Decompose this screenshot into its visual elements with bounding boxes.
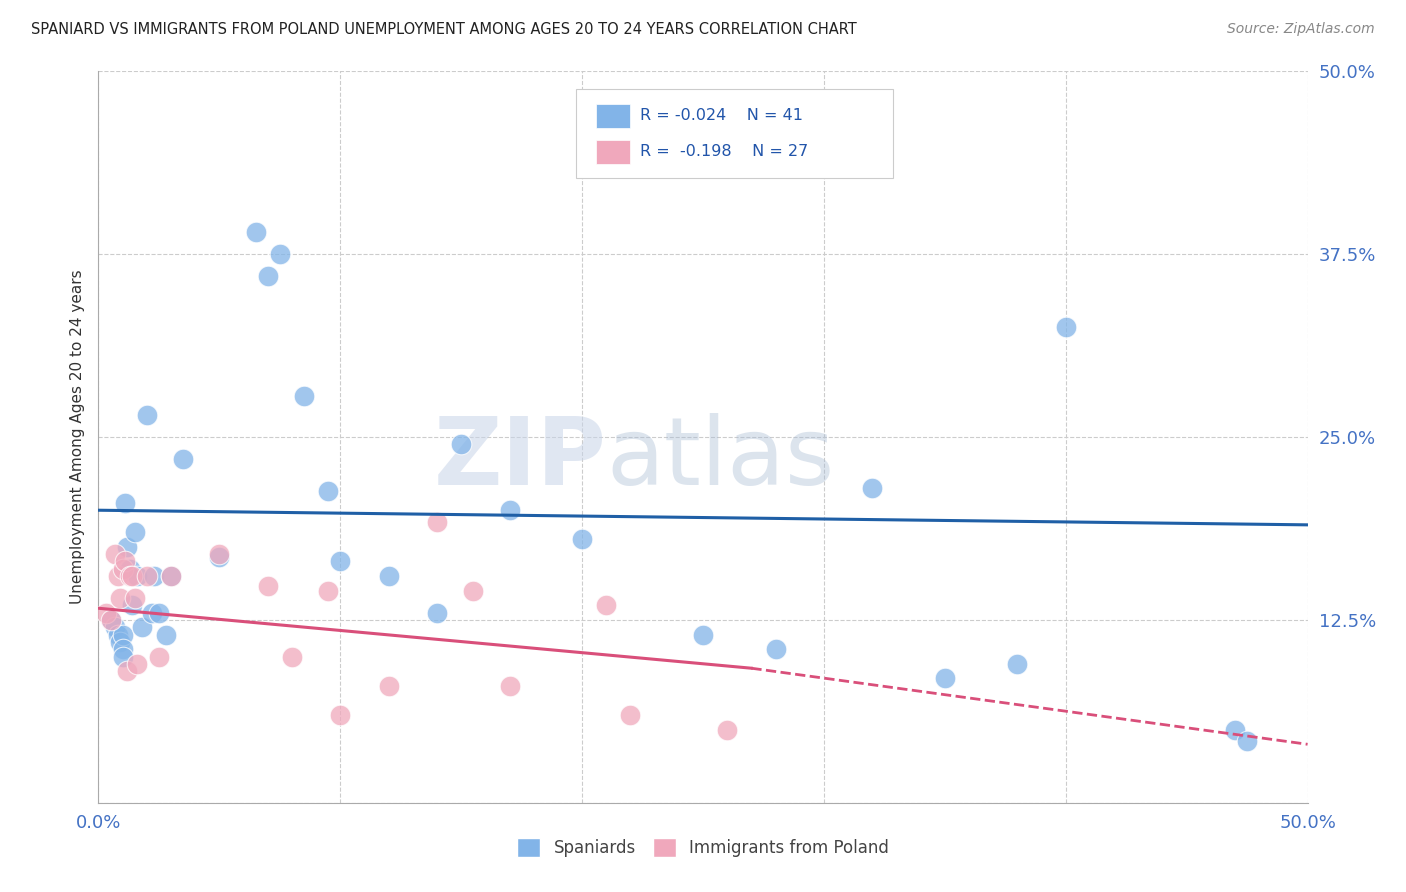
Point — [118, 562, 141, 576]
Point — [108, 591, 131, 605]
Point — [329, 554, 352, 568]
Text: R =  -0.198    N = 27: R = -0.198 N = 27 — [640, 145, 808, 159]
Point — [377, 679, 399, 693]
Point — [135, 408, 157, 422]
Point — [498, 679, 520, 693]
Point — [108, 635, 131, 649]
Point — [208, 547, 231, 561]
Point — [595, 599, 617, 613]
Point — [245, 225, 267, 239]
Point — [316, 583, 339, 598]
Point — [329, 708, 352, 723]
Point — [118, 569, 141, 583]
Point — [426, 515, 449, 529]
Point — [107, 627, 129, 641]
Point — [1007, 657, 1029, 671]
Point — [117, 540, 139, 554]
Point — [104, 620, 127, 634]
Point — [316, 484, 339, 499]
Point — [1054, 320, 1077, 334]
Point — [107, 569, 129, 583]
Point — [124, 591, 146, 605]
Y-axis label: Unemployment Among Ages 20 to 24 years: Unemployment Among Ages 20 to 24 years — [69, 269, 84, 605]
Point — [692, 627, 714, 641]
Text: R = -0.024    N = 41: R = -0.024 N = 41 — [640, 109, 803, 123]
Point — [716, 723, 738, 737]
Point — [148, 649, 170, 664]
Point — [135, 569, 157, 583]
Point — [619, 708, 641, 723]
Point — [143, 569, 166, 583]
Point — [100, 613, 122, 627]
Point — [127, 657, 149, 671]
Point — [934, 672, 956, 686]
Text: SPANIARD VS IMMIGRANTS FROM POLAND UNEMPLOYMENT AMONG AGES 20 TO 24 YEARS CORREL: SPANIARD VS IMMIGRANTS FROM POLAND UNEMP… — [31, 22, 856, 37]
Point — [498, 503, 520, 517]
Point — [155, 627, 177, 641]
Text: atlas: atlas — [606, 413, 835, 505]
Point — [426, 606, 449, 620]
Point — [104, 547, 127, 561]
Point — [121, 569, 143, 583]
Point — [172, 452, 194, 467]
Point — [860, 481, 883, 495]
Point — [148, 606, 170, 620]
Point — [1236, 734, 1258, 748]
Point — [208, 549, 231, 564]
Point — [377, 569, 399, 583]
Point — [114, 496, 136, 510]
Point — [571, 533, 593, 547]
Point — [450, 437, 472, 451]
Point — [111, 649, 134, 664]
Point — [111, 627, 134, 641]
Text: Source: ZipAtlas.com: Source: ZipAtlas.com — [1227, 22, 1375, 37]
Point — [111, 562, 134, 576]
Point — [114, 554, 136, 568]
Point — [281, 649, 304, 664]
Point — [160, 569, 183, 583]
Text: ZIP: ZIP — [433, 413, 606, 505]
Point — [256, 269, 278, 284]
Legend: Spaniards, Immigrants from Poland: Spaniards, Immigrants from Poland — [510, 831, 896, 864]
Point — [141, 606, 163, 620]
Point — [124, 525, 146, 540]
Point — [111, 642, 134, 657]
Point — [100, 613, 122, 627]
Point — [131, 620, 153, 634]
Point — [160, 569, 183, 583]
Point — [127, 569, 149, 583]
Point — [292, 389, 315, 403]
Point — [117, 664, 139, 678]
Point — [94, 606, 117, 620]
Point — [765, 642, 787, 657]
Point — [269, 247, 291, 261]
Point — [463, 583, 485, 598]
Point — [121, 599, 143, 613]
Point — [1223, 723, 1246, 737]
Point — [256, 579, 278, 593]
